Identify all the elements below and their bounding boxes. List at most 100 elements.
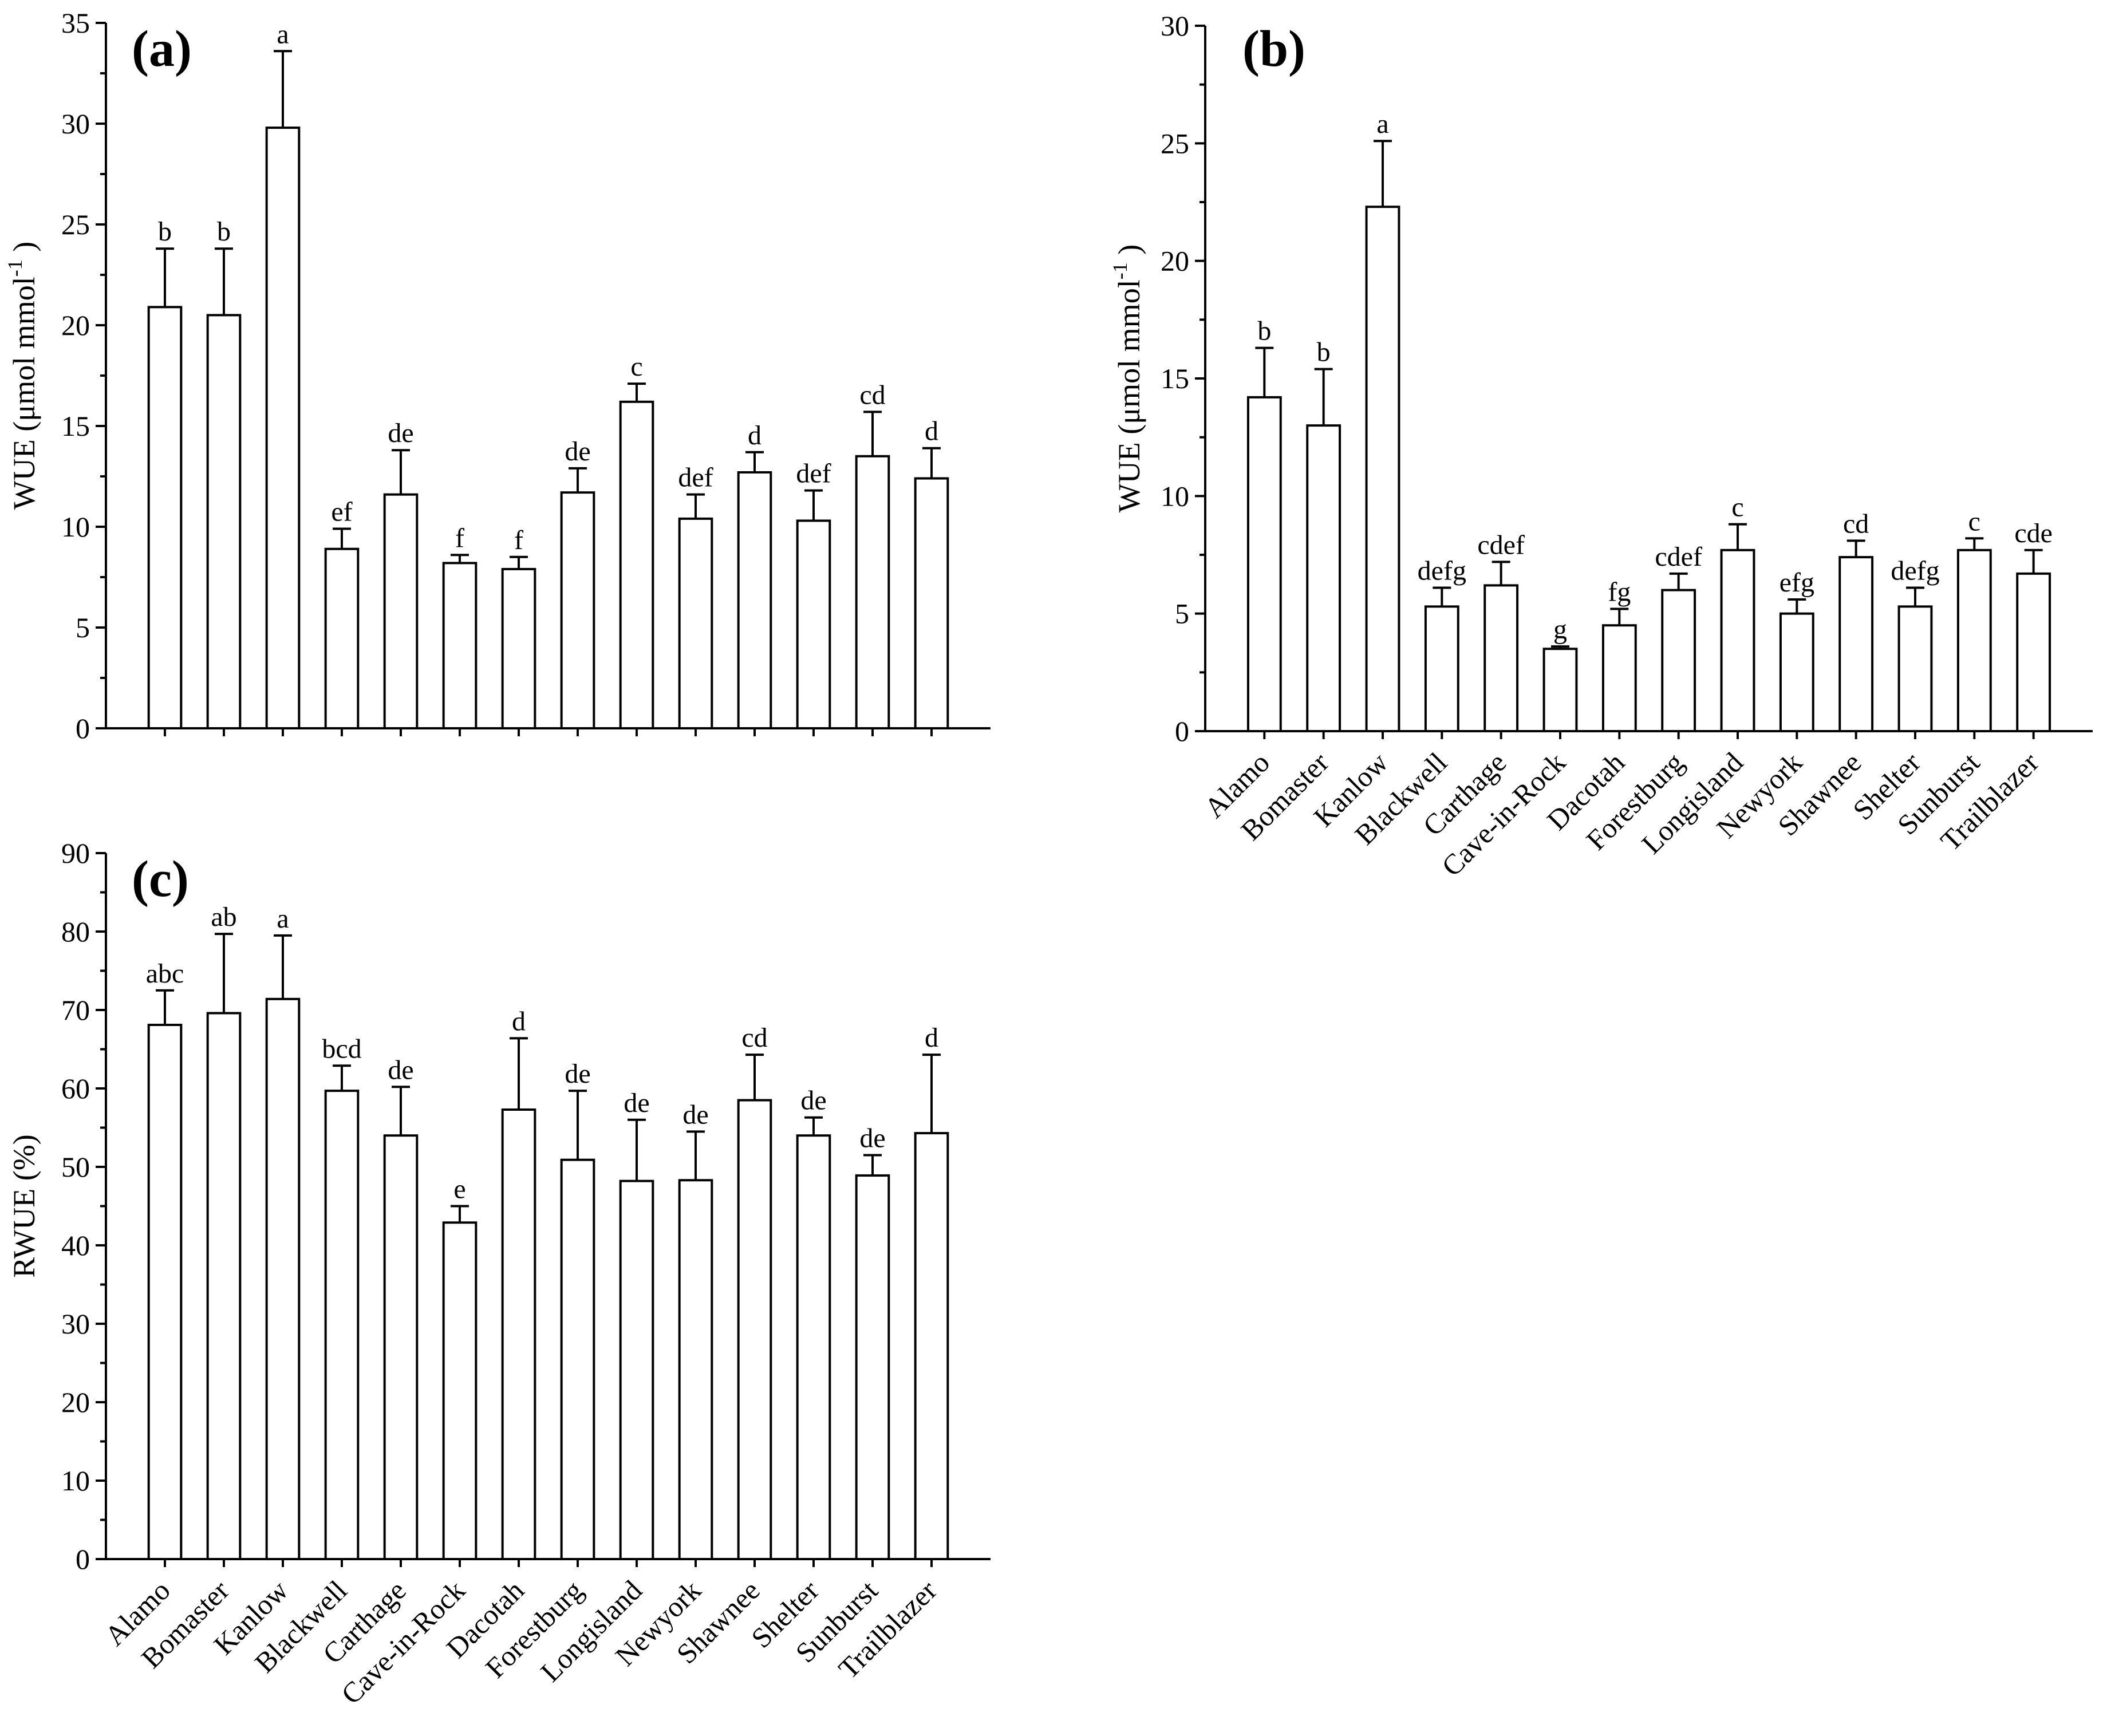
panel-a-y-axis-title-close: )	[7, 242, 41, 259]
panel-b-y-tick-label: 5	[1175, 598, 1189, 630]
panel-c-bar	[855, 1174, 890, 1561]
panel-c-significance-label: de	[388, 1055, 413, 1085]
panel-b-bar	[1483, 584, 1519, 732]
panel-a-y-tick-label: 20	[61, 309, 90, 341]
panel-c-y-tick-label: 90	[61, 837, 90, 869]
panel-a-y-tick-label: 35	[61, 7, 90, 39]
panel-a-bar	[855, 455, 890, 729]
panel-b-significance-label: defg	[1891, 555, 1939, 586]
panel-a-significance-label: d	[748, 420, 761, 451]
panel-b-bar	[1306, 424, 1341, 732]
panel-b-y-tick-label: 10	[1161, 480, 1189, 512]
panel-b-y-axis-title-main: WUE (μmol mmol	[1112, 279, 1146, 512]
panel-b-significance-label: a	[1376, 109, 1388, 139]
panel-c-significance-label: a	[277, 903, 289, 934]
panel-a-y-axis-title-main: WUE (μmol mmol	[7, 277, 41, 510]
panel-b-bar	[1897, 605, 1933, 733]
panel-b-significance-label: g	[1553, 614, 1567, 645]
panel-b-bar	[1838, 556, 1874, 733]
panel-a-significance-label: f	[455, 523, 464, 553]
panel-c-y-tick-label: 0	[76, 1543, 90, 1575]
panel-a-bar	[442, 562, 478, 729]
panel-b-bar	[1365, 206, 1400, 733]
panel-b-bar	[2016, 572, 2051, 732]
panel-c-bar	[501, 1108, 536, 1560]
panel-a-significance-label: b	[158, 216, 172, 247]
panel-b-significance-label: b	[1257, 316, 1271, 346]
panel-b-significance-label: cde	[2014, 518, 2053, 549]
panel-c-bar	[324, 1090, 360, 1560]
panel-a-y-tick-label: 15	[61, 410, 90, 442]
panel-a-significance-label: def	[678, 463, 713, 493]
panel-a-y-tick-label: 10	[61, 511, 90, 543]
panel-a-significance-label: a	[277, 19, 289, 49]
panel-c-significance-label: d	[512, 1006, 526, 1036]
panel-a-significance-label: cd	[859, 380, 885, 410]
panel-a-significance-label: b	[217, 216, 231, 247]
panel-c-bar	[796, 1134, 831, 1560]
panel-a-chart: 0 5 10 15 20 25 30 35 WUE (μmol mmol-1 ) (a) b b a ef…	[3, 7, 991, 744]
panel-c-bar	[678, 1179, 713, 1561]
panel-b-y-tick-label: 15	[1161, 362, 1189, 394]
panel-c-bar	[265, 997, 301, 1560]
panel-b-significance-label: fg	[1608, 577, 1631, 607]
panel-b-y-tick-label: 0	[1175, 715, 1189, 747]
panel-b-significance-label: efg	[1779, 567, 1814, 598]
panel-a-significance-label: de	[388, 418, 413, 448]
panel-b-y-axis-title-close: )	[1112, 244, 1146, 262]
panel-c-y-tick-label: 60	[61, 1072, 90, 1104]
panel-a-bar	[265, 127, 301, 729]
panel-c-significance-label: d	[925, 1023, 938, 1053]
panel-a-y-tick-label: 30	[61, 108, 90, 140]
panel-a-bar	[560, 491, 595, 729]
panel-a-bar	[914, 477, 949, 730]
panel-a-y-axis-title-superscript: -1	[3, 259, 26, 277]
panel-a-significance-label: d	[925, 416, 938, 447]
panel-a-y-tick-label: 0	[76, 712, 90, 744]
panel-a-y-tick-label: 25	[61, 208, 90, 240]
panel-c-significance-label: de	[682, 1099, 708, 1130]
panel-b-significance-label: c	[1731, 492, 1743, 523]
panel-c-significance-label: de	[565, 1059, 590, 1089]
panel-b-y-tick-label: 20	[1161, 245, 1189, 277]
panel-a-significance-label: de	[565, 436, 590, 467]
panel-a-bar	[501, 567, 536, 729]
panel-c-significance-label: de	[859, 1123, 885, 1153]
panel-b-y-tick-label: 30	[1161, 10, 1189, 42]
panel-c-bar	[442, 1221, 478, 1560]
panel-b-panel-label: (b)	[1242, 21, 1305, 77]
panel-a-bar	[678, 517, 713, 729]
panel-b-significance-label: defg	[1418, 555, 1466, 586]
panel-b-bar	[1246, 396, 1282, 732]
panel-c-significance-label: bcd	[322, 1033, 361, 1064]
panel-b-bar	[1779, 612, 1814, 732]
panel-a-bar	[737, 471, 772, 730]
panel-b-y-axis-title: WUE (μmol mmol-1 )	[1108, 244, 1146, 512]
panel-c-bar	[206, 1012, 242, 1560]
panel-a-significance-label: def	[796, 459, 831, 489]
panel-c-y-tick-label: 30	[61, 1308, 90, 1340]
panel-c-significance-label: ab	[211, 902, 236, 932]
panel-b-significance-label: cd	[1843, 508, 1869, 539]
panel-b-y-tick-label: 25	[1161, 127, 1189, 159]
panel-c-significance-label: e	[453, 1174, 465, 1205]
panel-b-significance-label: b	[1317, 337, 1331, 368]
panel-c-y-tick-label: 40	[61, 1229, 90, 1261]
panel-a-bar	[796, 519, 831, 729]
panel-c-bar	[147, 1024, 183, 1560]
panel-b-bar	[1601, 624, 1637, 732]
panel-b-bar	[1424, 605, 1459, 733]
panel-b-significance-label: cdef	[1655, 542, 1702, 572]
panel-a-significance-label: f	[514, 525, 523, 555]
panel-b-bar	[1542, 648, 1578, 733]
panel-a-bar	[206, 314, 242, 729]
panel-a-bar	[383, 493, 419, 729]
panel-c-y-axis-title-main: RWUE (%)	[7, 1134, 41, 1277]
panel-c-bar	[383, 1134, 419, 1560]
panel-a-significance-label: c	[630, 352, 642, 382]
panel-c-y-tick-label: 20	[61, 1386, 90, 1418]
panel-c-bar	[560, 1158, 595, 1561]
panel-c-panel-label: (c)	[132, 851, 189, 908]
